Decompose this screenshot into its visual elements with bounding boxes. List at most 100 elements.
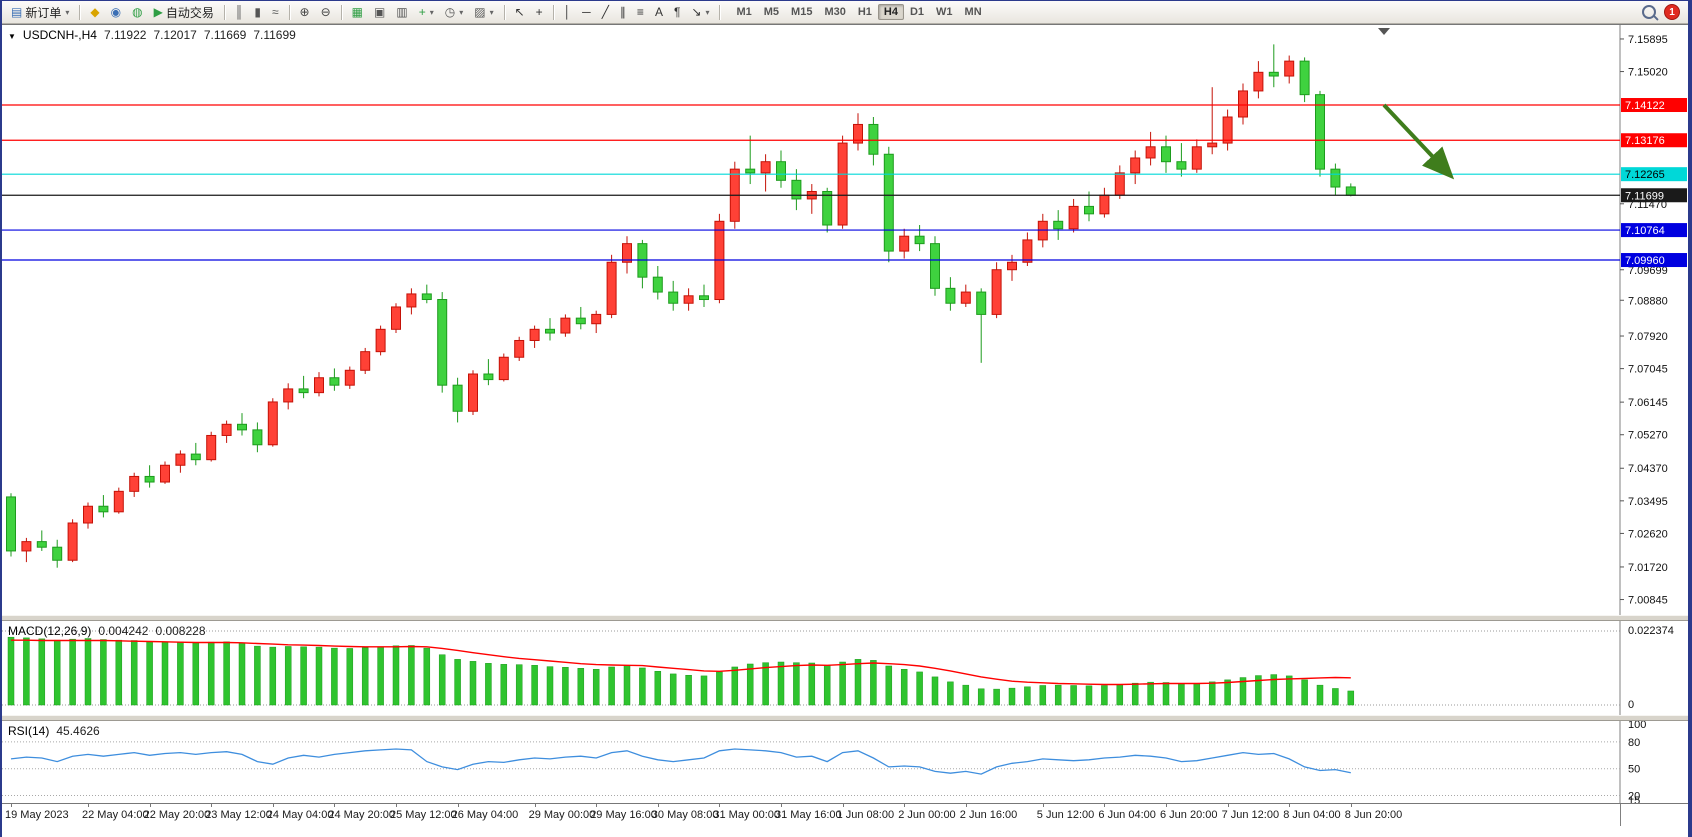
- price-tick-label: 7.02620: [1628, 528, 1668, 540]
- tile-windows-icon-button[interactable]: ▦: [347, 4, 368, 20]
- time-axis-label: 24 May 04:00: [266, 809, 334, 821]
- cascade-windows-icon: ▣: [374, 5, 386, 19]
- timeframe-button-m1[interactable]: M1: [736, 6, 752, 18]
- arrows-dropdown-icon[interactable]: ▾: [705, 7, 710, 17]
- timeframe-button-mn[interactable]: MN: [964, 6, 982, 18]
- toolbox-icon-button[interactable]: ◆: [85, 4, 104, 20]
- arrange-windows-icon-button[interactable]: ▥: [391, 4, 412, 20]
- time-tick: [334, 804, 336, 807]
- community-icon-button[interactable]: ◉: [106, 4, 126, 20]
- candlestick-chart-icon-button[interactable]: ▮: [249, 4, 266, 20]
- channel-icon-button[interactable]: ∥: [615, 4, 631, 20]
- price-badge-7.14122: [1621, 98, 1687, 113]
- line-chart-icon-button[interactable]: ≈: [267, 4, 284, 20]
- time-tick: [457, 804, 459, 807]
- price-axis[interactable]: [1620, 25, 1692, 615]
- macd-canvas[interactable]: 0.022374 0: [2, 621, 1692, 715]
- time-axis-label: 31 May 16:00: [775, 809, 842, 821]
- trendline-icon-button[interactable]: ╱: [597, 4, 614, 20]
- rsi-pane[interactable]: RSI(14) 45.4626 100 80 50 20 15: [2, 721, 1688, 803]
- fibonacci-icon-button[interactable]: ≡: [632, 4, 649, 20]
- crosshair-icon-button[interactable]: +: [531, 4, 548, 20]
- time-tick: [596, 804, 598, 807]
- chart-shift-marker-icon[interactable]: [1378, 28, 1390, 35]
- templates-dropdown-icon[interactable]: ▾: [489, 7, 494, 17]
- periods-dropdown-icon[interactable]: ▾: [459, 7, 464, 17]
- time-axis-label: 22 May 04:00: [82, 809, 149, 821]
- timeframe-button-m30[interactable]: M30: [824, 6, 846, 18]
- periods-icon: ◷: [444, 5, 456, 19]
- zoom-out-icon: ⊖: [320, 5, 331, 19]
- time-tick: [842, 804, 844, 807]
- time-axis-label: 30 May 08:00: [651, 809, 719, 821]
- arrows-icon-button[interactable]: ↘ ▾: [686, 4, 714, 20]
- rsi-line: [10, 748, 1351, 775]
- timeframe-button-m15[interactable]: M15: [791, 6, 813, 18]
- zoom-in-icon-button[interactable]: ⊕: [295, 4, 315, 20]
- periods-icon-button[interactable]: ◷ ▾: [440, 4, 469, 20]
- macd-pane[interactable]: MACD(12,26,9) 0.004242 0.008228 0.022374…: [2, 621, 1688, 715]
- price-badge-7.11699: [1621, 188, 1687, 203]
- bar-chart-icon-button[interactable]: ║: [230, 4, 249, 20]
- main-chart-pane[interactable]: ▼ USDCNH-,H4 7.11922 7.12017 7.11669 7.1…: [2, 24, 1688, 615]
- trendline-icon: ╱: [601, 5, 609, 19]
- toolbar-separator: [719, 4, 721, 20]
- price-chart-canvas[interactable]: 7.158957.150207.114707.096997.088807.079…: [2, 25, 1692, 615]
- text-label-icon-button[interactable]: ¶: [669, 4, 685, 20]
- time-axis-label: 7 Jun 12:00: [1221, 809, 1280, 821]
- price-tick-label: 7.09699: [1628, 265, 1668, 277]
- price-badge-label: 7.12265: [1625, 169, 1665, 181]
- autotrade-button[interactable]: ▶ 自动交易: [149, 2, 219, 23]
- time-axis-label: 2 Jun 16:00: [959, 809, 1018, 821]
- vertical-line-icon-button[interactable]: │: [559, 4, 577, 20]
- toolbar-separator: [223, 4, 225, 20]
- indicators-dropdown-icon[interactable]: ▾: [429, 7, 434, 17]
- time-axis-label: 25 May 12:00: [390, 809, 457, 821]
- market-icon-button[interactable]: ◍: [127, 4, 147, 20]
- horizontal-line-icon-button[interactable]: ─: [577, 4, 596, 20]
- price-tick-label: 7.07045: [1628, 364, 1668, 376]
- timeframe-button-d1[interactable]: D1: [909, 6, 925, 18]
- ohlc-open: 7.11922: [103, 28, 147, 42]
- time-axis-label: 29 May 16:00: [590, 809, 657, 821]
- new-order-button[interactable]: ▤ 新订单 ▾: [6, 2, 74, 23]
- arrow-annotation[interactable]: [1382, 103, 1455, 180]
- line-chart-icon: ≈: [271, 5, 279, 19]
- time-axis[interactable]: 19 May 2023 22 May 04:00 22 May 20:00 23 Ma…: [2, 803, 1688, 826]
- time-axis-label: 19 May 2023: [5, 809, 69, 821]
- templates-icon-button[interactable]: ▨ ▾: [469, 4, 498, 20]
- time-axis-label: 1 Jun 08:00: [836, 809, 895, 821]
- text-icon-button[interactable]: A: [650, 4, 668, 20]
- timeframe-button-h4[interactable]: H4: [877, 4, 904, 20]
- price-tick-label: 7.08880: [1628, 295, 1668, 307]
- community-icon: ◉: [110, 5, 122, 19]
- time-tick: [272, 804, 274, 807]
- price-badge-label: 7.11699: [1625, 190, 1664, 202]
- timeframe-button-w1[interactable]: W1: [936, 6, 953, 18]
- rsi-label: RSI(14) 45.4626: [8, 724, 100, 738]
- new-order-label: 新订单: [25, 5, 62, 20]
- price-badge-7.10764: [1621, 223, 1687, 238]
- time-tick: [719, 804, 721, 807]
- indicators-icon-button[interactable]: + ▾: [414, 4, 439, 20]
- rsi-axis-label: 80: [1628, 737, 1640, 749]
- timeframe-button-h1[interactable]: H1: [857, 6, 872, 18]
- panel-splitter-2[interactable]: [2, 715, 1688, 721]
- time-axis-label: 23 May 12:00: [205, 809, 272, 821]
- vertical-line-icon: │: [563, 5, 572, 19]
- symbol-dropdown-icon[interactable]: ▼: [8, 32, 16, 41]
- timeframe-button-m5[interactable]: M5: [763, 6, 780, 18]
- search-icon[interactable]: [1642, 5, 1656, 19]
- zoom-out-icon-button[interactable]: ⊖: [316, 4, 336, 20]
- panel-splitter[interactable]: [2, 615, 1688, 621]
- rsi-name: RSI(14): [8, 724, 50, 738]
- notification-badge[interactable]: 1: [1664, 4, 1680, 20]
- cursor-icon-button[interactable]: ↖: [510, 4, 530, 20]
- new-order-dropdown-icon[interactable]: ▾: [65, 7, 70, 17]
- rsi-value: 45.4626: [56, 724, 100, 738]
- cascade-windows-icon-button[interactable]: ▣: [369, 4, 390, 20]
- price-tick-label: 7.03495: [1628, 496, 1668, 508]
- price-badge-7.12265: [1621, 167, 1687, 182]
- toolbar-separator: [288, 4, 290, 20]
